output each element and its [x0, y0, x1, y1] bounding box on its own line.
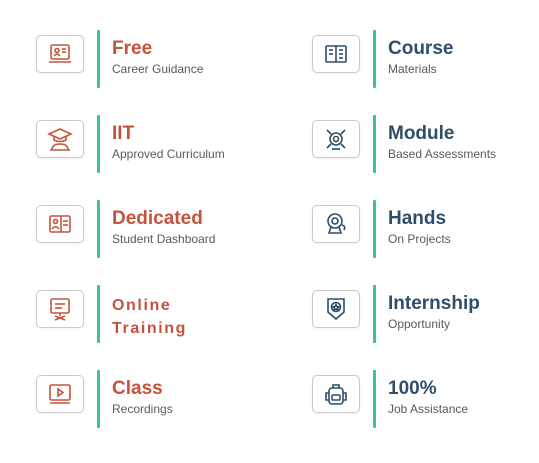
- feature-title: Module: [388, 123, 455, 144]
- feature-title: Dedicated: [112, 208, 203, 229]
- webcam-icon: [312, 205, 360, 243]
- graduation-cap-icon: [36, 120, 84, 158]
- accent-bar: [373, 285, 376, 343]
- accent-bar: [97, 30, 100, 88]
- feature-subtitle: On Projects: [388, 232, 451, 246]
- feature-title: 100%: [388, 378, 437, 399]
- online-training-icon: [36, 290, 84, 328]
- accent-bar: [373, 115, 376, 173]
- feature-subtitle: Recordings: [112, 402, 173, 416]
- feature-subtitle: Career Guidance: [112, 62, 204, 76]
- accent-bar: [373, 370, 376, 428]
- accent-bar: [97, 200, 100, 258]
- feature-subtitle: Job Assistance: [388, 402, 469, 416]
- feature-title-line2: Training: [112, 320, 188, 337]
- feature-title: Course: [388, 38, 454, 59]
- feature-subtitle: Based Assessments: [388, 147, 497, 161]
- feature-title: Class: [112, 378, 163, 399]
- accent-bar: [373, 30, 376, 88]
- badge-icon: [312, 290, 360, 328]
- dashboard-icon: [36, 205, 84, 243]
- feature-title: IIT: [112, 123, 135, 144]
- backpack-icon: [312, 375, 360, 413]
- feature-subtitle: Opportunity: [388, 317, 451, 331]
- feature-title: Internship: [388, 293, 480, 314]
- feature-title: Free: [112, 38, 153, 59]
- feature-subtitle: Student Dashboard: [112, 232, 216, 246]
- feature-subtitle: Materials: [388, 62, 437, 76]
- accent-bar: [373, 200, 376, 258]
- accent-bar: [97, 285, 100, 343]
- career-guidance-icon: [36, 35, 84, 73]
- feature-subtitle: Approved Curriculum: [112, 147, 225, 161]
- video-play-icon: [36, 375, 84, 413]
- accent-bar: [97, 115, 100, 173]
- feature-title-line1: Online: [112, 297, 172, 314]
- book-icon: [312, 35, 360, 73]
- assessment-icon: [312, 120, 360, 158]
- accent-bar: [97, 370, 100, 428]
- feature-title: Hands: [388, 208, 447, 229]
